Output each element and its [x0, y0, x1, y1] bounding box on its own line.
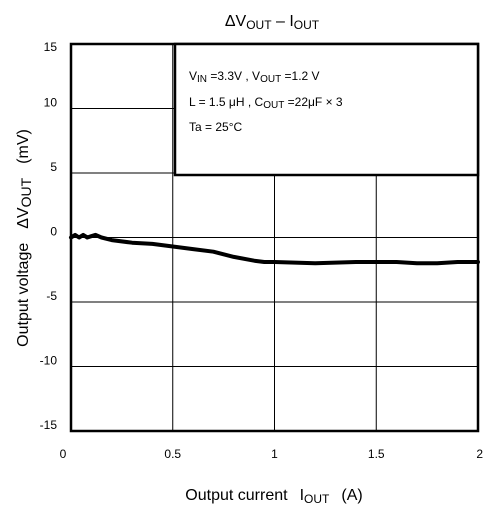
y-tick-label: -10 — [40, 354, 58, 368]
annotation-line-3: Ta = 25°C — [189, 120, 242, 134]
x-tick-label: 0 — [60, 447, 67, 461]
x-tick-label: 1.5 — [368, 447, 385, 461]
y-tick-labels: 15 10 5 0 -5 -10 -15 — [40, 40, 58, 432]
y-tick-label: 0 — [50, 225, 57, 239]
y-axis-label: Output voltageΔVOUT(mV) — [15, 129, 34, 347]
annotation-line-1: VIN =3.3V , VOUT =1.2 V — [189, 69, 320, 85]
y-tick-label: 10 — [44, 96, 58, 110]
x-tick-label: 1 — [271, 447, 278, 461]
series-line — [69, 232, 480, 266]
y-tick-label: 15 — [44, 40, 58, 54]
y-tick-label: -15 — [40, 418, 58, 432]
x-tick-label: 0.5 — [164, 447, 181, 461]
x-tick-labels: 0 0.5 1 1.5 2 — [60, 447, 483, 461]
x-axis-label: Output current IOUT (A) — [185, 487, 362, 506]
y-tick-label: -5 — [46, 289, 57, 303]
chart-title: ΔVOUT – IOUT — [225, 13, 320, 32]
annotation-box — [173, 42, 480, 177]
x-tick-label: 2 — [476, 447, 483, 461]
annotation-line-2: L = 1.5 μH , COUT =22μF × 3 — [189, 95, 343, 111]
y-tick-label: 5 — [50, 160, 57, 174]
